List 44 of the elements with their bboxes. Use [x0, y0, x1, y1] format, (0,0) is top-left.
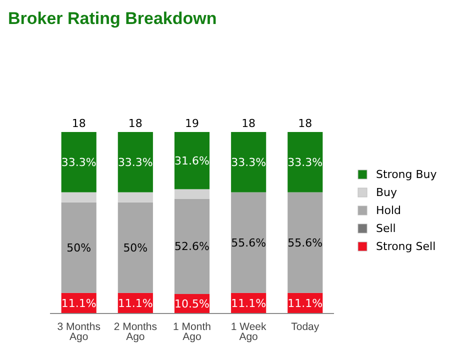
x-tick-label: 1 Month Ago: [173, 321, 212, 343]
data-label: 10.5%: [174, 297, 210, 310]
data-label: 50%: [66, 242, 92, 255]
data-label: 50%: [123, 242, 148, 255]
data-label: 11.1%: [288, 296, 323, 310]
bar: [174, 189, 210, 199]
data-label: 33.3%: [288, 156, 323, 169]
bar: [118, 132, 153, 192]
x-tick-label: 3 Months Ago: [57, 321, 100, 343]
bar: [118, 192, 153, 202]
data-label: 11.1%: [118, 296, 153, 310]
bar: [288, 132, 323, 192]
bar: [61, 202, 96, 293]
bar: [61, 132, 96, 192]
x-tick-label: 1 Week Ago: [230, 321, 268, 343]
legend-label: Hold: [376, 204, 402, 217]
bar: [174, 132, 210, 190]
data-label: 33.3%: [61, 156, 96, 169]
legend-label: Buy: [376, 186, 398, 199]
bar: [118, 202, 153, 293]
bar: [174, 198, 210, 294]
data-label: 52.6%: [174, 240, 210, 254]
x-tick-label: 2 Months Ago: [114, 321, 158, 343]
bar: [288, 192, 323, 293]
annotation: 18: [242, 117, 256, 130]
legend-label: Sell: [376, 222, 396, 235]
chart-title: Broker Rating Breakdown: [8, 9, 217, 28]
bar: [231, 132, 266, 192]
annotation: 18: [72, 117, 86, 130]
legend-label: Strong Sell: [376, 240, 436, 253]
data-label: 11.1%: [61, 296, 96, 310]
bar: [231, 192, 266, 293]
data-label: 31.6%: [174, 154, 210, 168]
data-label: 55.6%: [231, 236, 266, 250]
data-label: 11.1%: [231, 296, 266, 310]
annotation: 19: [185, 117, 199, 130]
annotation: 18: [128, 117, 142, 130]
legend-label: Strong Buy: [376, 168, 438, 181]
x-tick-label: Today: [291, 321, 320, 333]
bar: [61, 192, 96, 202]
annotation: 18: [298, 117, 312, 130]
data-label: 55.6%: [288, 236, 323, 250]
data-label: 33.3%: [231, 156, 266, 169]
data-label: 33.3%: [118, 156, 153, 169]
